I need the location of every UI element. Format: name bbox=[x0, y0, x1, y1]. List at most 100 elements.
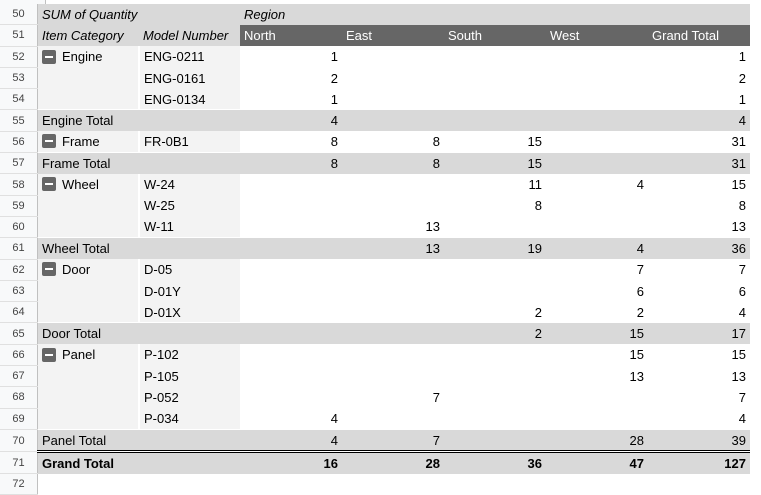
row-number[interactable]: 55 bbox=[0, 109, 38, 132]
row-number[interactable]: 64 bbox=[0, 301, 38, 324]
value-cell[interactable]: 13 bbox=[629, 368, 644, 384]
row-number[interactable]: 61 bbox=[0, 237, 38, 260]
value-cell[interactable] bbox=[342, 408, 444, 429]
value-cell[interactable] bbox=[342, 46, 444, 67]
row-number[interactable]: 53 bbox=[0, 67, 38, 90]
grand-total-value[interactable]: 47 bbox=[546, 450, 648, 474]
category-cell[interactable]: Wheel bbox=[37, 173, 139, 196]
value-cell[interactable]: 13 bbox=[731, 219, 746, 235]
subtotal-value[interactable] bbox=[240, 322, 342, 345]
column-field-label[interactable]: Region bbox=[240, 4, 750, 25]
subtotal-value[interactable] bbox=[342, 322, 444, 345]
subtotal-value[interactable] bbox=[444, 109, 546, 132]
model-number-cell[interactable]: W-24 bbox=[138, 173, 240, 196]
value-cell[interactable]: 8 bbox=[738, 198, 746, 214]
value-cell[interactable] bbox=[342, 302, 444, 323]
grand-total-label[interactable]: Grand Total bbox=[37, 450, 240, 474]
value-cell[interactable] bbox=[546, 89, 648, 110]
value-cell[interactable] bbox=[240, 302, 342, 323]
value-cell[interactable]: 13 bbox=[731, 368, 746, 384]
subtotal-value[interactable] bbox=[546, 109, 648, 132]
row-number[interactable]: 51 bbox=[0, 24, 38, 47]
empty-cell[interactable] bbox=[444, 474, 546, 495]
collapse-minus-icon[interactable] bbox=[42, 134, 56, 149]
row-number[interactable]: 70 bbox=[0, 429, 38, 453]
subtotal-value[interactable]: 4 bbox=[546, 237, 648, 260]
value-cell[interactable] bbox=[546, 46, 648, 67]
value-cell[interactable]: 7 bbox=[432, 389, 440, 405]
value-cell[interactable] bbox=[546, 387, 648, 408]
model-number-cell[interactable]: W-11 bbox=[138, 216, 240, 238]
column-header-grand-total[interactable]: Grand Total bbox=[648, 24, 750, 47]
row-field-model-number[interactable]: Model Number bbox=[139, 24, 240, 47]
value-cell[interactable]: 15 bbox=[629, 347, 644, 363]
collapse-minus-icon[interactable] bbox=[42, 177, 56, 192]
value-cell[interactable]: 1 bbox=[330, 49, 338, 65]
value-cell[interactable]: 8 bbox=[330, 134, 338, 150]
category-cell[interactable]: Engine bbox=[37, 46, 139, 68]
row-number[interactable]: 50 bbox=[0, 4, 38, 26]
value-cell[interactable] bbox=[342, 174, 444, 195]
value-cell[interactable] bbox=[546, 67, 648, 88]
value-cell[interactable]: 7 bbox=[738, 262, 746, 278]
row-number[interactable]: 59 bbox=[0, 195, 38, 217]
row-number[interactable]: 57 bbox=[0, 152, 38, 175]
subtotal-value[interactable]: 39 bbox=[648, 428, 750, 452]
model-number-cell[interactable]: D-01X bbox=[138, 301, 240, 323]
model-number-cell[interactable]: P-102 bbox=[138, 344, 240, 366]
empty-cell[interactable] bbox=[546, 474, 648, 495]
value-cell[interactable] bbox=[240, 216, 342, 237]
subtotal-value[interactable]: 8 bbox=[342, 152, 444, 174]
value-cell[interactable]: 2 bbox=[738, 70, 746, 86]
value-cell[interactable]: 1 bbox=[330, 91, 338, 107]
value-cell[interactable]: 2 bbox=[330, 70, 338, 86]
value-cell[interactable] bbox=[444, 408, 546, 429]
row-number[interactable]: 69 bbox=[0, 408, 38, 430]
value-cell[interactable]: 8 bbox=[534, 198, 542, 214]
value-cell[interactable]: 15 bbox=[731, 347, 746, 363]
value-cell[interactable]: 31 bbox=[731, 134, 746, 150]
collapse-minus-icon[interactable] bbox=[42, 347, 56, 362]
value-cell[interactable]: 15 bbox=[527, 134, 542, 150]
column-header-west[interactable]: West bbox=[546, 24, 648, 47]
value-cell[interactable] bbox=[546, 408, 648, 429]
value-cell[interactable] bbox=[240, 387, 342, 408]
value-cell[interactable] bbox=[342, 366, 444, 387]
collapse-minus-icon[interactable] bbox=[42, 49, 56, 64]
subtotal-value[interactable]: 17 bbox=[648, 322, 750, 345]
value-cell[interactable]: 1 bbox=[738, 91, 746, 107]
empty-cell[interactable] bbox=[38, 474, 140, 495]
subtotal-value[interactable]: 15 bbox=[444, 152, 546, 174]
model-number-cell[interactable]: ENG-0161 bbox=[138, 67, 240, 89]
value-cell[interactable] bbox=[444, 216, 546, 237]
value-cell[interactable]: 2 bbox=[636, 304, 644, 320]
subtotal-value[interactable]: 4 bbox=[648, 109, 750, 132]
category-cell[interactable]: Panel bbox=[37, 344, 139, 366]
subtotal-label[interactable]: Frame Total bbox=[37, 152, 240, 174]
subtotal-value[interactable]: 8 bbox=[240, 152, 342, 174]
value-cell[interactable] bbox=[546, 131, 648, 152]
row-field-item-category[interactable]: Item Category bbox=[37, 24, 139, 47]
value-cell[interactable]: 4 bbox=[738, 304, 746, 320]
empty-cell[interactable] bbox=[240, 474, 342, 495]
value-cell[interactable]: 2 bbox=[534, 304, 542, 320]
subtotal-value[interactable] bbox=[546, 152, 648, 174]
value-cell[interactable]: 1 bbox=[738, 49, 746, 65]
model-number-cell[interactable]: P-034 bbox=[138, 408, 240, 430]
model-number-cell[interactable]: P-052 bbox=[138, 386, 240, 409]
value-cell[interactable]: 11 bbox=[528, 177, 543, 193]
value-cell[interactable] bbox=[546, 216, 648, 237]
grand-total-value[interactable]: 16 bbox=[240, 450, 342, 474]
row-number[interactable]: 66 bbox=[0, 344, 38, 367]
subtotal-value[interactable] bbox=[342, 109, 444, 132]
row-number[interactable]: 63 bbox=[0, 280, 38, 303]
row-number[interactable]: 62 bbox=[0, 259, 38, 281]
value-cell[interactable] bbox=[546, 195, 648, 216]
row-number[interactable]: 58 bbox=[0, 173, 38, 196]
value-cell[interactable] bbox=[444, 89, 546, 110]
value-cell[interactable]: 6 bbox=[738, 283, 746, 299]
value-cell[interactable] bbox=[444, 366, 546, 387]
subtotal-value[interactable]: 13 bbox=[342, 237, 444, 260]
empty-cell[interactable] bbox=[648, 474, 750, 495]
collapse-minus-icon[interactable] bbox=[42, 262, 56, 277]
